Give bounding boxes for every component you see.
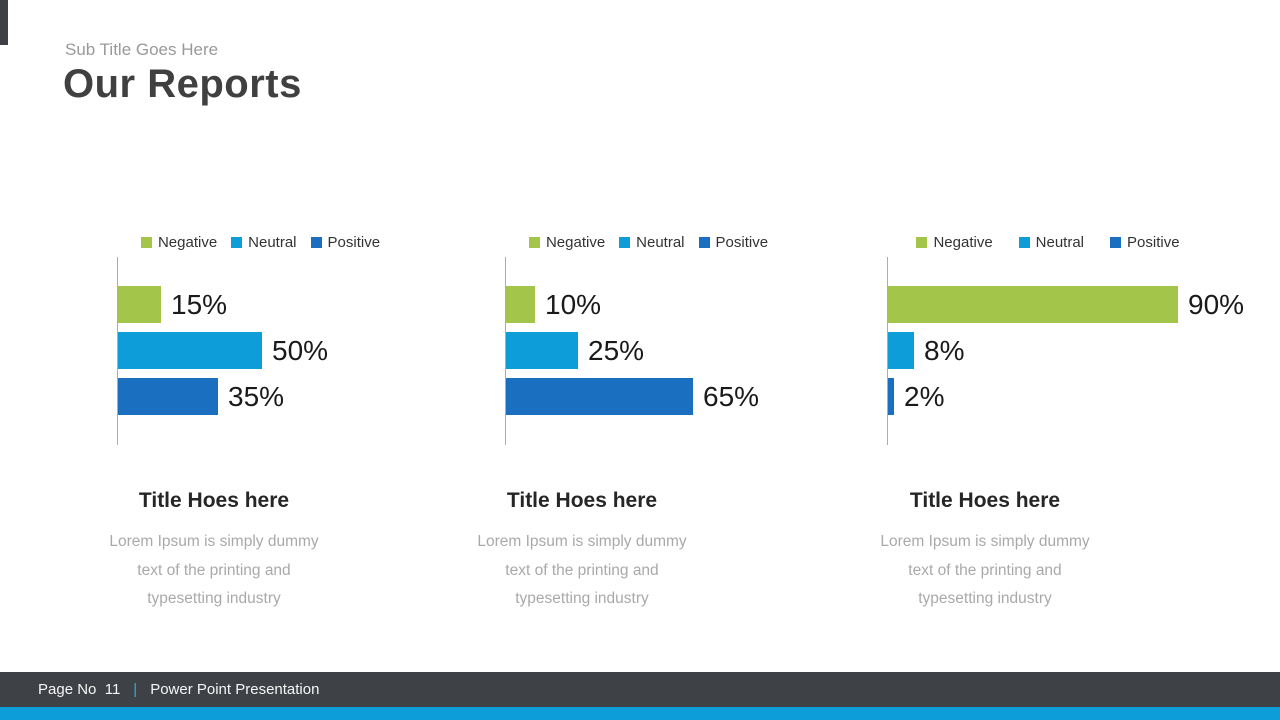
bar-chart-1: Negative Neutral Positive 15% 50% 35%: [117, 234, 404, 445]
legend-label: Negative: [545, 233, 606, 251]
bar-row-positive: 65%: [506, 378, 759, 415]
footer-presentation-title: Power Point Presentation: [150, 681, 320, 698]
legend-swatch-icon: [619, 236, 631, 248]
bar-value-label: 35%: [228, 380, 285, 412]
legend-swatch-icon: [310, 236, 322, 248]
legend-label: Negative: [933, 233, 993, 251]
bar-value-label: 8%: [924, 334, 965, 366]
footer-accent-bar: [0, 707, 1280, 720]
caption-card-3: Title Hoes here Lorem Ipsum is simply du…: [850, 488, 1120, 614]
bar-chart-2: Negative Neutral Positive 10% 25% 65%: [505, 234, 792, 445]
bar-value-label: 50%: [272, 334, 329, 366]
legend-item-neutral: Neutral: [1018, 233, 1085, 251]
card-body: Lorem Ipsum is simply dummy text of the …: [880, 533, 1090, 607]
legend-label: Neutral: [1035, 233, 1085, 251]
bar-row-negative: 90%: [888, 286, 1244, 323]
bar-neutral: [506, 332, 578, 369]
legend-label: Negative: [157, 233, 218, 251]
chart-legend: Negative Neutral Positive: [117, 233, 404, 251]
slide-subtitle: Sub Title Goes Here: [65, 40, 219, 59]
bar-negative: [506, 286, 535, 323]
legend-swatch-icon: [231, 236, 243, 248]
bar-row-neutral: 8%: [888, 332, 964, 369]
legend-item-negative: Negative: [528, 233, 606, 251]
card-body: Lorem Ipsum is simply dummy text of the …: [477, 533, 687, 607]
bar-row-positive: 2%: [888, 378, 944, 415]
bar-row-neutral: 25%: [506, 332, 644, 369]
bar-row-neutral: 50%: [118, 332, 328, 369]
card-title: Title Hoes here: [138, 489, 290, 512]
corner-accent: [0, 0, 8, 45]
bar-value-label: 65%: [703, 380, 760, 412]
footer-separator: |: [133, 681, 138, 698]
card-body: Lorem Ipsum is simply dummy text of the …: [109, 533, 319, 607]
card-title: Title Hoes here: [909, 489, 1061, 512]
page-title: Our Reports: [63, 62, 302, 106]
chart-plot-area: 10% 25% 65%: [505, 257, 792, 445]
legend-item-neutral: Neutral: [619, 233, 685, 251]
bar-row-negative: 10%: [506, 286, 601, 323]
card-title: Title Hoes here: [506, 489, 658, 512]
bar-negative: [888, 286, 1178, 323]
legend-label: Positive: [327, 233, 381, 251]
legend-swatch-icon: [1018, 236, 1030, 248]
legend-item-negative: Negative: [140, 233, 218, 251]
legend-item-positive: Positive: [310, 233, 381, 251]
legend-swatch-icon: [1110, 236, 1122, 248]
legend-swatch-icon: [698, 236, 710, 248]
bar-chart-3: Negative Neutral Positive 90% 8% 2%: [887, 233, 1244, 445]
legend-swatch-icon: [528, 236, 540, 248]
legend-label: Positive: [1127, 233, 1180, 251]
bar-neutral: [888, 332, 914, 369]
legend-item-negative: Negative: [916, 233, 993, 251]
bar-value-label: 10%: [545, 288, 602, 320]
footer-bar: Page No 11 | Power Point Presentation: [0, 672, 1280, 707]
bar-row-negative: 15%: [118, 286, 227, 323]
chart-plot-area: 90% 8% 2%: [887, 257, 1244, 445]
bar-positive: [506, 378, 693, 415]
caption-card-1: Title Hoes here Lorem Ipsum is simply du…: [79, 488, 349, 614]
bar-value-label: 15%: [171, 288, 228, 320]
legend-label: Neutral: [636, 233, 685, 251]
legend-label: Neutral: [248, 233, 297, 251]
legend-label: Positive: [715, 233, 769, 251]
bar-positive: [118, 378, 218, 415]
bar-positive: [888, 378, 894, 415]
chart-legend: Negative Neutral Positive: [887, 233, 1209, 251]
legend-item-positive: Positive: [698, 233, 769, 251]
bar-value-label: 2%: [904, 380, 945, 412]
legend-item-neutral: Neutral: [231, 233, 297, 251]
bar-row-positive: 35%: [118, 378, 284, 415]
chart-legend: Negative Neutral Positive: [505, 233, 792, 251]
legend-swatch-icon: [140, 236, 152, 248]
bar-value-label: 90%: [1188, 288, 1245, 320]
footer-page-number: Page No 11: [38, 681, 121, 698]
legend-swatch-icon: [916, 236, 928, 248]
bar-value-label: 25%: [588, 334, 645, 366]
caption-card-2: Title Hoes here Lorem Ipsum is simply du…: [447, 488, 717, 614]
bar-negative: [118, 286, 161, 323]
legend-item-positive: Positive: [1110, 234, 1180, 251]
chart-plot-area: 15% 50% 35%: [117, 257, 404, 445]
bar-neutral: [118, 332, 262, 369]
